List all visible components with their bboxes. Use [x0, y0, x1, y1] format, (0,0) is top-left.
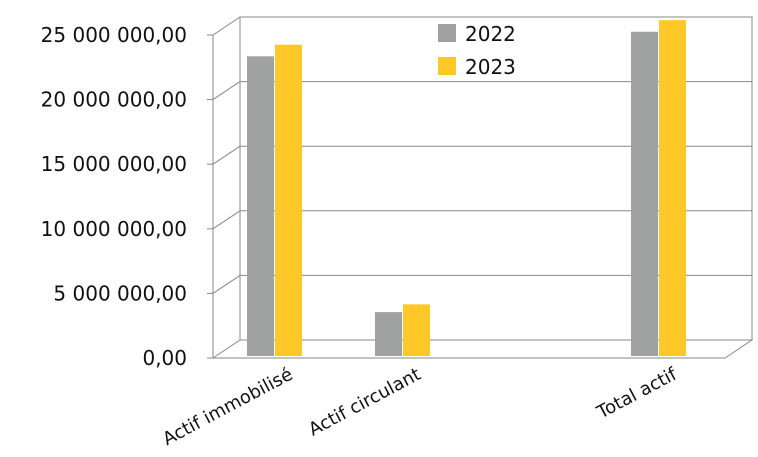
- gridline-diagonal: [212, 81, 241, 101]
- gridline-diagonal: [212, 16, 241, 36]
- legend-label-2023: 2023: [465, 55, 516, 79]
- gridline-diagonal: [212, 145, 241, 165]
- bar-2022-0: [247, 56, 274, 357]
- bar-2023-0: [275, 44, 302, 357]
- bar-2022-3: [631, 31, 658, 356]
- bar-2022-1: [375, 312, 402, 356]
- legend-swatch-2023: [438, 57, 456, 75]
- legend-swatch-2022: [438, 24, 456, 42]
- x-tick-label: Actif circulant: [305, 364, 424, 441]
- y-tick-label: 25 000 000,00: [41, 23, 187, 47]
- bar-2023-3: [659, 20, 686, 357]
- gridline-diagonal: [212, 210, 241, 230]
- x-tick-label: Actif immobilisé: [159, 364, 296, 450]
- gridlines: [212, 16, 752, 294]
- y-axis: 0,00 5 000 000,00 10 000 000,00 15 000 000,…: [41, 23, 213, 370]
- x-axis: Actif immobilisé Actif circulant Total act…: [159, 364, 681, 450]
- y-tick-label: 20 000 000,00: [41, 88, 187, 112]
- y-tick-label: 10 000 000,00: [41, 217, 187, 241]
- x-tick-label: Total actif: [593, 364, 681, 424]
- legend-label-2022: 2022: [465, 22, 516, 46]
- y-tick-label: 15 000 000,00: [41, 152, 187, 176]
- floor: [211, 339, 754, 359]
- bar-2023-1: [403, 304, 430, 356]
- gridline-diagonal: [212, 274, 241, 294]
- y-tick-label: 0,00: [142, 346, 187, 370]
- y-tick-label: 5 000 000,00: [53, 281, 187, 305]
- bars: [247, 20, 686, 357]
- legend: 2022 2023: [438, 22, 516, 79]
